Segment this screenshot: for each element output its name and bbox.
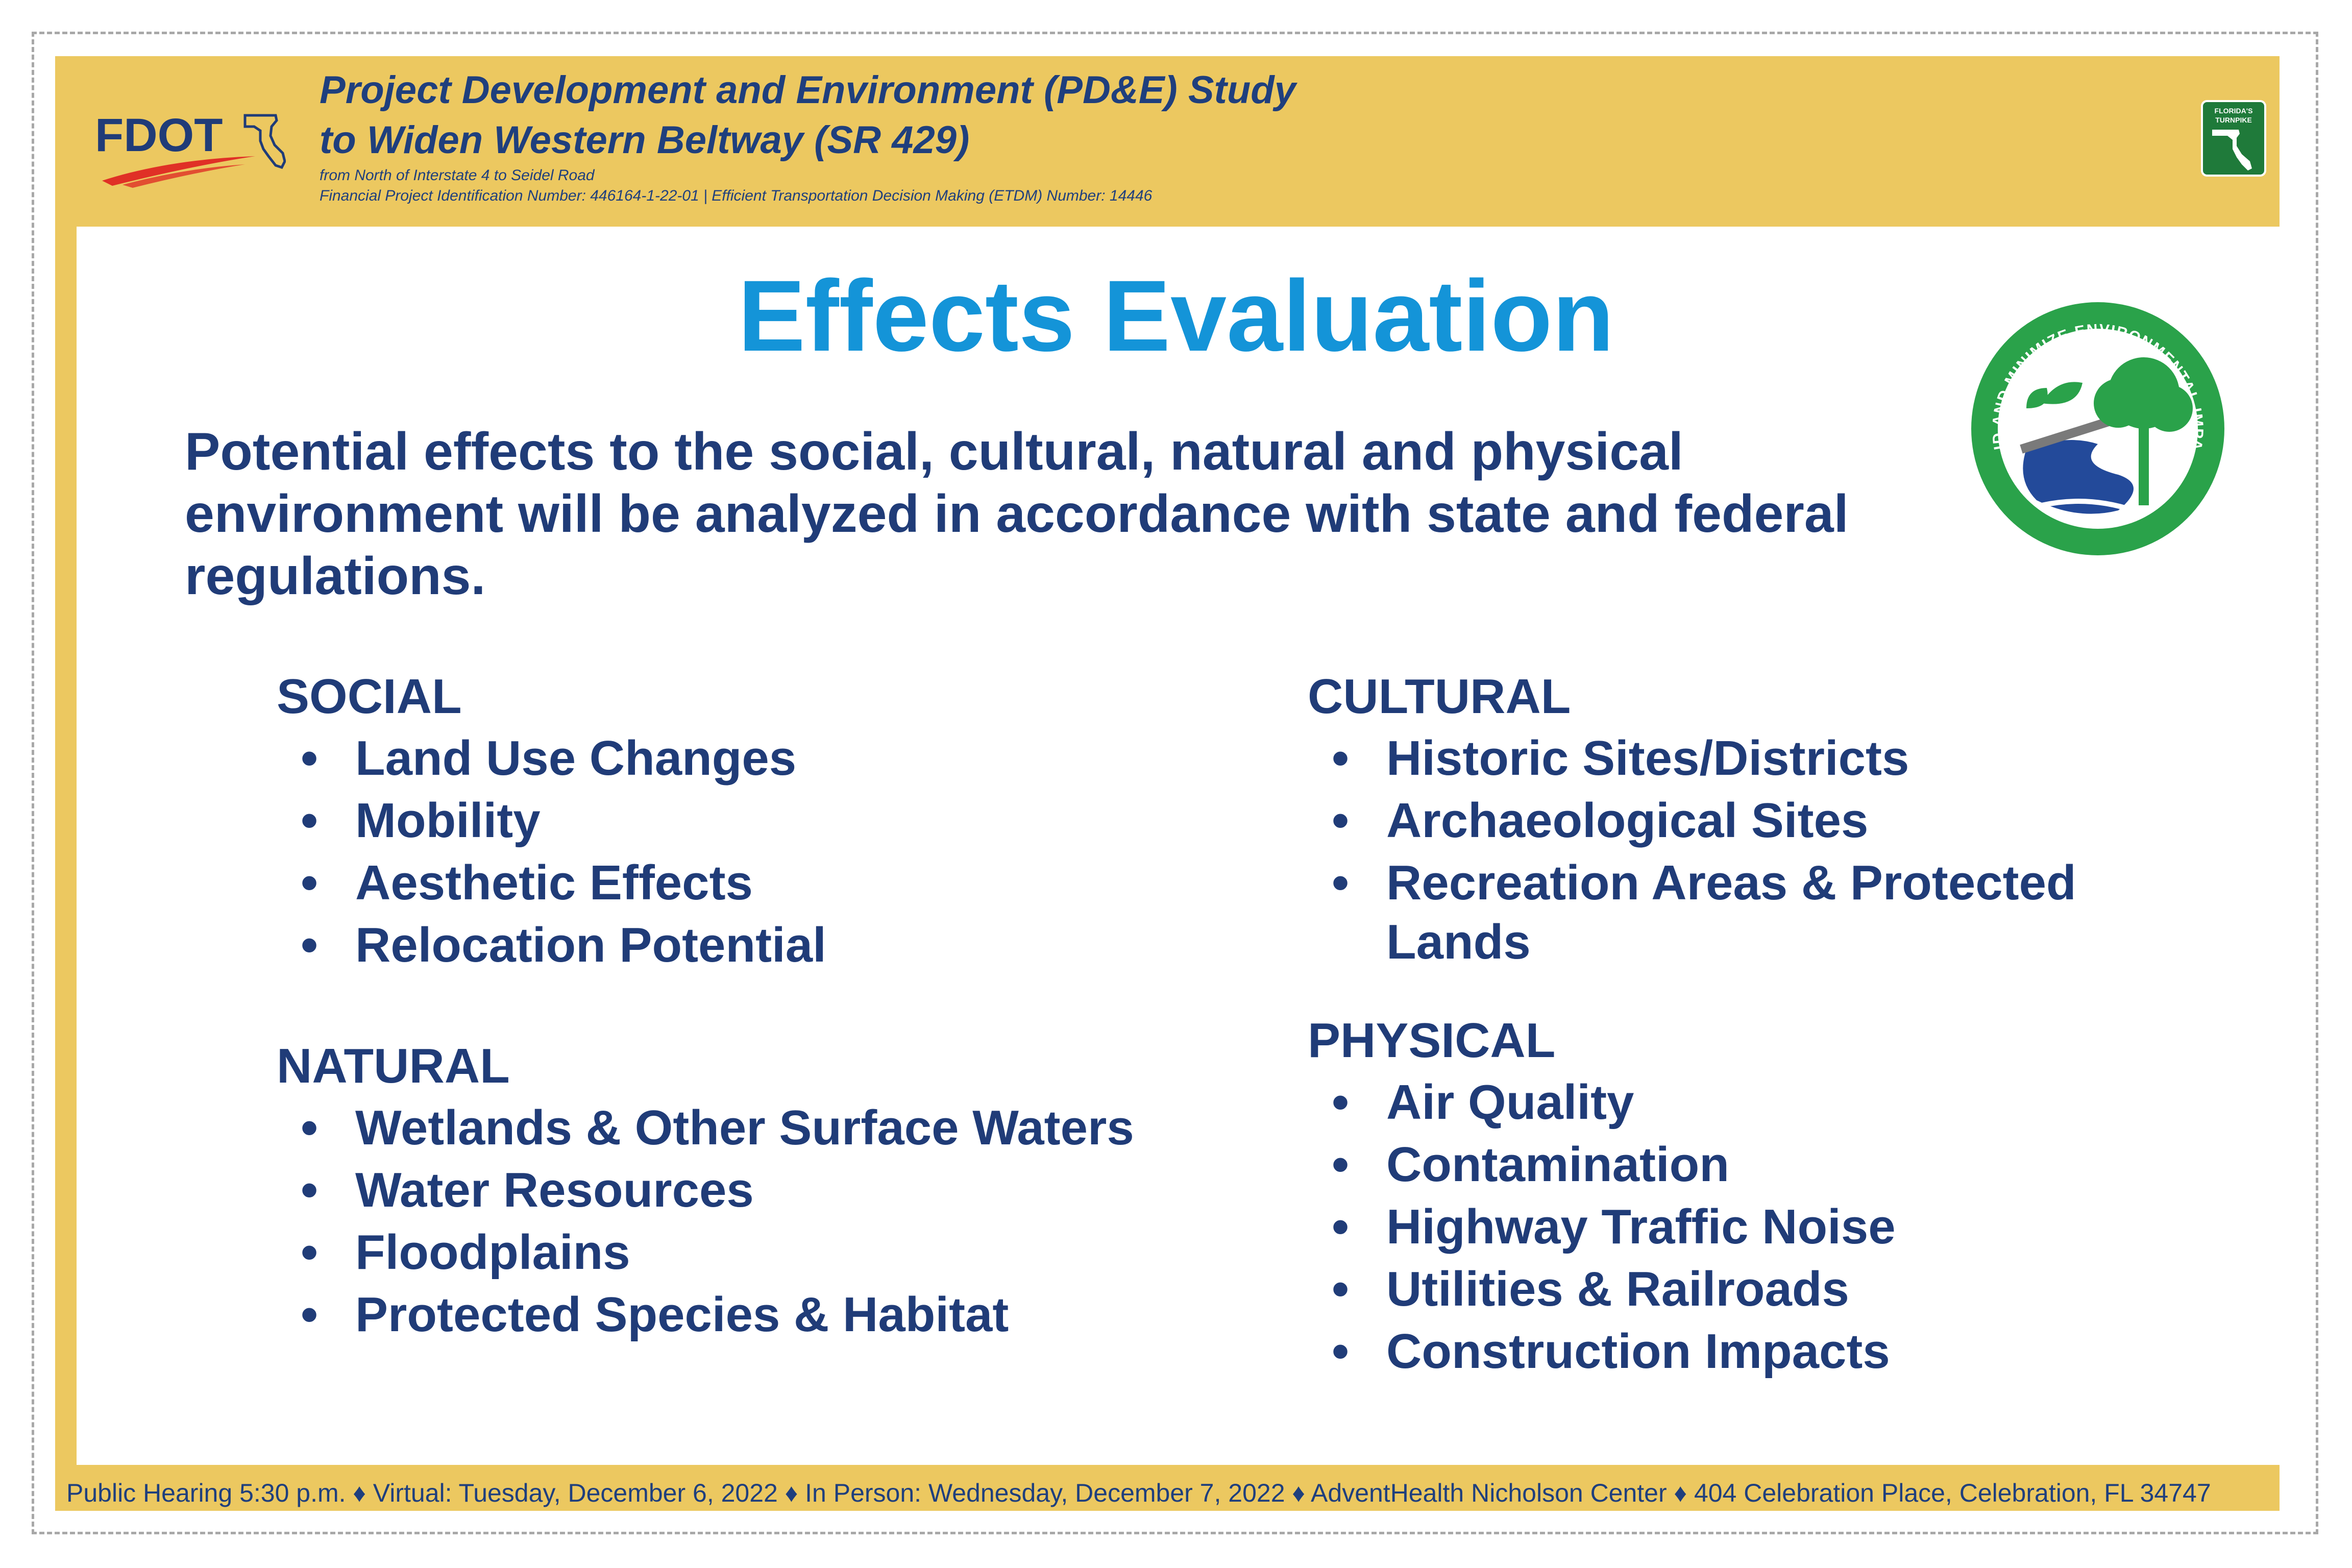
list-item-text: Archaeological Sites bbox=[1386, 793, 1869, 848]
bullet: • bbox=[1332, 855, 1349, 910]
section-physical: PHYSICAL • Air Quality • Contamination • Hi… bbox=[1308, 1009, 2226, 1384]
bullet: • bbox=[1332, 1199, 1349, 1254]
list-item-text: Recreation Areas & Protected Lands bbox=[1386, 855, 2076, 969]
section-heading-physical: PHYSICAL bbox=[1308, 1013, 1556, 1068]
florida-turnpike-logo: FLORIDA'S TURNPIKE bbox=[2201, 100, 2266, 177]
list-item: • Wetlands & Other Surface Waters bbox=[277, 1098, 1297, 1161]
list-item-text: Mobility bbox=[355, 793, 541, 848]
bullet: • bbox=[301, 855, 318, 910]
project-title-line2: to Widen Western Beltway (SR 429) bbox=[320, 118, 970, 162]
physical-list: • Air Quality • Contamination • Highway Tra… bbox=[1308, 1073, 2226, 1384]
list-item: • Historic Sites/Districts bbox=[1308, 729, 2226, 791]
bullet: • bbox=[301, 1287, 318, 1342]
turnpike-logo-text-2: TURNPIKE bbox=[2215, 116, 2252, 124]
list-item-text: Aesthetic Effects bbox=[355, 855, 753, 910]
list-item: • Water Resources bbox=[277, 1161, 1297, 1223]
list-item-text: Water Resources bbox=[355, 1163, 754, 1217]
list-item: • Relocation Potential bbox=[277, 916, 1246, 978]
list-item-text: Utilities & Railroads bbox=[1386, 1262, 1849, 1316]
bullet: • bbox=[301, 1163, 318, 1217]
dashed-cut-border bbox=[32, 32, 2318, 1534]
list-item-text: Historic Sites/Districts bbox=[1386, 731, 1909, 786]
list-item-text: Construction Impacts bbox=[1386, 1324, 1890, 1379]
page-title: Effects Evaluation bbox=[738, 259, 1614, 372]
list-item: • Land Use Changes bbox=[277, 729, 1246, 791]
bullet: • bbox=[1332, 731, 1349, 786]
bullet: • bbox=[1332, 1075, 1349, 1130]
fdot-logo: FDOT bbox=[95, 109, 286, 188]
list-item: • Floodplains bbox=[277, 1223, 1297, 1285]
list-item-text: Floodplains bbox=[355, 1225, 630, 1280]
bullet: • bbox=[301, 1100, 318, 1155]
list-item: • Mobility bbox=[277, 791, 1246, 853]
bullet: • bbox=[301, 731, 318, 786]
list-item: • Aesthetic Effects bbox=[277, 853, 1246, 916]
fdot-logo-text: FDOT bbox=[95, 109, 223, 161]
list-item-text: Wetlands & Other Surface Waters bbox=[355, 1100, 1134, 1155]
bullet: • bbox=[301, 918, 318, 972]
natural-list: • Wetlands & Other Surface Waters • Water … bbox=[277, 1098, 1297, 1348]
project-identifiers: Financial Project Identification Number:… bbox=[320, 187, 1153, 204]
list-item-text: Land Use Changes bbox=[355, 731, 797, 786]
list-item: • Highway Traffic Noise bbox=[1308, 1197, 2226, 1260]
bullet: • bbox=[1332, 793, 1349, 848]
section-natural: NATURAL • Wetlands & Other Surface Waters… bbox=[277, 1034, 1297, 1348]
project-limits: from North of Interstate 4 to Seidel Roa… bbox=[320, 167, 595, 184]
section-heading-natural: NATURAL bbox=[277, 1039, 510, 1093]
list-item-text: Protected Species & Habitat bbox=[355, 1287, 1009, 1342]
section-cultural: CULTURAL • Historic Sites/Districts • Arch… bbox=[1308, 665, 2226, 972]
bullet: • bbox=[301, 1225, 318, 1280]
social-list: • Land Use Changes • Mobility • Aesthetic E… bbox=[277, 729, 1246, 978]
cultural-list: • Historic Sites/Districts • Archaeologica… bbox=[1308, 729, 2226, 972]
public-hearing-footer: Public Hearing 5:30 p.m. ♦ Virtual: Tues… bbox=[66, 1479, 2211, 1507]
list-item: • Archaeological Sites bbox=[1308, 791, 2226, 853]
project-title-line1: Project Development and Environment (PD&… bbox=[320, 68, 1296, 112]
turnpike-logo-text-1: FLORIDA'S bbox=[2215, 107, 2253, 115]
list-item-text: Relocation Potential bbox=[355, 918, 826, 972]
intro-paragraph: Potential effects to the social, cultura… bbox=[185, 422, 1849, 606]
bullet: • bbox=[1332, 1262, 1349, 1316]
bullet: • bbox=[1332, 1137, 1349, 1192]
list-item: • Contamination bbox=[1308, 1135, 2226, 1197]
content-panel bbox=[77, 227, 2281, 1465]
list-item: • Air Quality bbox=[1308, 1073, 2226, 1135]
section-heading-social: SOCIAL bbox=[277, 669, 462, 724]
list-item: • Recreation Areas & Protected Lands bbox=[1308, 853, 2226, 972]
list-item-text: Highway Traffic Noise bbox=[1386, 1199, 1896, 1254]
section-heading-cultural: CULTURAL bbox=[1308, 669, 1571, 724]
avoid-minimize-seal-icon: AVOID AND MINIMIZE ENVIRONMENTAL IMPACTS bbox=[1965, 296, 2224, 555]
list-item: • Utilities & Railroads bbox=[1308, 1260, 2226, 1322]
list-item-text: Air Quality bbox=[1386, 1075, 1634, 1130]
list-item-text: Contamination bbox=[1386, 1137, 1729, 1192]
bullet: • bbox=[1332, 1324, 1349, 1379]
bullet: • bbox=[301, 793, 318, 848]
section-social: SOCIAL • Land Use Changes • Mobility • Aest… bbox=[277, 665, 1246, 978]
list-item: • Construction Impacts bbox=[1308, 1322, 2226, 1384]
list-item: • Protected Species & Habitat bbox=[277, 1285, 1297, 1348]
header-block: Project Development and Environment (PD&… bbox=[320, 65, 2004, 206]
